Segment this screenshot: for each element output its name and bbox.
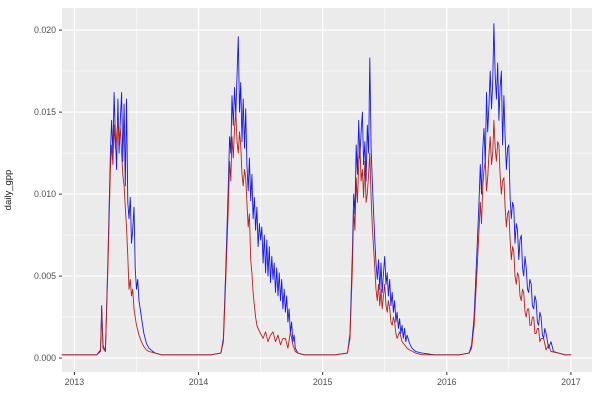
x-tick-label: 2017 [561, 377, 581, 387]
plot-panel [62, 8, 592, 372]
x-tick-label: 2015 [313, 377, 333, 387]
y-tick-label: 0.020 [34, 25, 56, 35]
x-tick-label: 2014 [189, 377, 209, 387]
x-tick-label: 2013 [65, 377, 85, 387]
series_red-line [61, 111, 572, 356]
y-tick-label: 0.010 [34, 189, 56, 199]
x-tick-label: 2016 [437, 377, 457, 387]
y-axis-title: daily_gpp [3, 170, 14, 211]
y-tick-label: 0.005 [34, 271, 56, 281]
y-tick-label: 0.015 [34, 107, 56, 117]
y-tick-label: 0.000 [34, 353, 56, 363]
